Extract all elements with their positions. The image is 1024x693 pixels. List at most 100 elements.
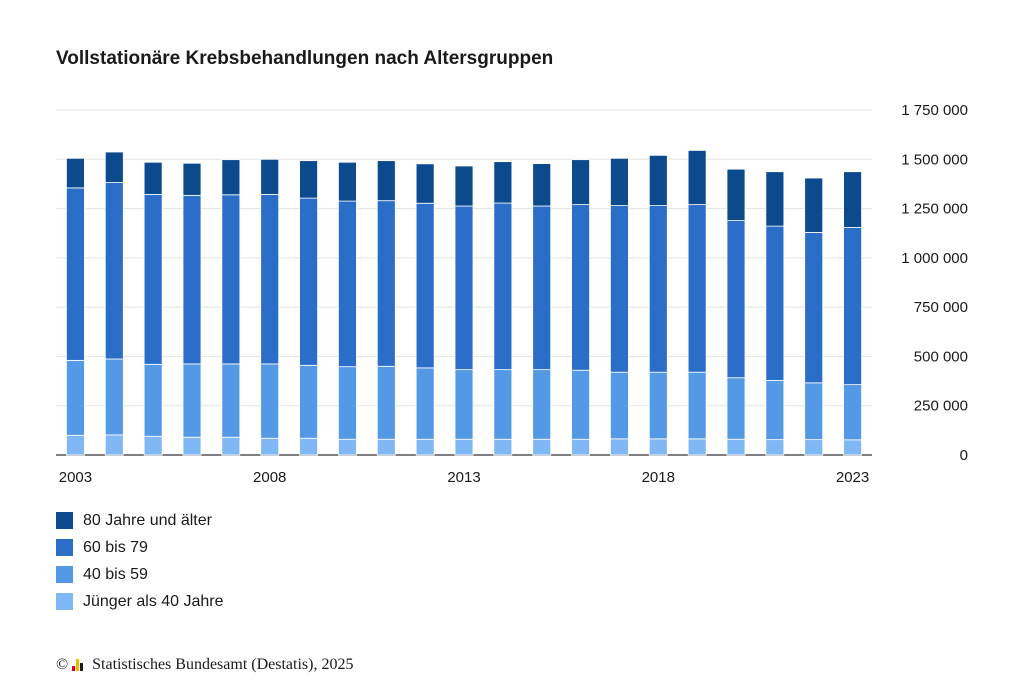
x-tick-label: 2003 (59, 469, 92, 486)
bar-segment (260, 437, 280, 456)
bar-segment (571, 204, 590, 371)
x-tick-label: 2023 (836, 469, 869, 486)
bar-segment (143, 161, 163, 195)
bar-segment (804, 177, 824, 233)
bar-segment (66, 157, 85, 189)
legend-item: 60 bis 79 (56, 534, 224, 561)
bar-segment (260, 363, 280, 439)
bar-segment (454, 205, 474, 371)
y-tick-label: 1 000 000 (901, 250, 968, 267)
copyright-symbol: © (56, 656, 69, 673)
bar-segment (66, 187, 85, 361)
bar-segment (66, 359, 85, 436)
y-axis-ticks: 0 250 000 500 000 750 000 1 000 000 1 250 000… (901, 102, 968, 464)
bar-segment (415, 202, 435, 369)
bar-segment (804, 232, 824, 384)
bar-segment (299, 364, 318, 439)
bar-segment (532, 369, 552, 440)
x-tick-label: 2013 (447, 469, 480, 486)
x-tick-label: 2008 (253, 469, 286, 486)
bar-segment (338, 200, 357, 368)
source-line: © Statistisches Bundesamt (Destatis), 20… (56, 656, 353, 674)
bar-segment (104, 358, 124, 436)
bar-segment (221, 159, 241, 196)
bar-segment (493, 202, 513, 371)
bar-segment (104, 151, 124, 183)
bar-segment (610, 157, 629, 207)
chart-title: Vollstationäre Krebsbehandlungen nach Al… (56, 48, 554, 69)
bar-segment (687, 438, 707, 456)
bar-segment (299, 197, 318, 366)
bar-segment (415, 367, 435, 440)
bar-segment (299, 437, 318, 456)
legend-item: Jünger als 40 Jahre (56, 588, 224, 615)
bar-segment (687, 150, 707, 206)
y-tick-label: 0 (960, 447, 968, 464)
bar-segment (726, 438, 746, 456)
bar-segment (104, 434, 124, 456)
bar-segment (143, 193, 163, 365)
bar-segment (687, 204, 707, 373)
bar-segment (415, 438, 435, 456)
bar-segment (260, 193, 280, 365)
bar-segment (843, 227, 862, 386)
bar-segment (687, 371, 707, 440)
legend-label: Jünger als 40 Jahre (83, 592, 224, 610)
bar-segment (454, 165, 474, 207)
legend-swatch (56, 512, 73, 529)
bar-segment (454, 369, 474, 440)
bar-segment (493, 438, 513, 456)
bar-segment (182, 162, 202, 196)
x-tick-label: 2018 (642, 469, 675, 486)
bar-segment (260, 158, 280, 195)
bar-segment (532, 163, 552, 207)
bar-segment (221, 194, 241, 365)
x-axis-ticks: 2003 2008 2013 2018 2023 (59, 469, 870, 486)
bar-segment (104, 182, 124, 360)
bar-segment (143, 435, 163, 456)
bar-segment (532, 438, 552, 456)
bar-segment (804, 382, 824, 441)
bar-segment (493, 161, 513, 204)
bar-segment (843, 384, 862, 441)
bar-segment (376, 200, 396, 367)
legend-item: 80 Jahre und älter (56, 507, 224, 534)
bar-segment (532, 205, 552, 371)
destatis-logo-icon (72, 659, 86, 671)
bar-segment (338, 161, 357, 202)
bar-segment (843, 171, 862, 228)
bar-segment (221, 363, 241, 438)
bar-segment (454, 438, 474, 456)
bar-segment (415, 163, 435, 204)
bar-segment (726, 220, 746, 379)
y-tick-label: 1 750 000 (901, 102, 968, 119)
bar-segment (376, 160, 396, 202)
bar-segment (299, 160, 318, 199)
bar-segment (376, 438, 396, 456)
bar-segment (182, 436, 202, 456)
bar-segment (765, 171, 785, 227)
legend: 80 Jahre und älter 60 bis 79 40 bis 59 Jüng… (56, 507, 224, 615)
bars (66, 150, 862, 456)
y-tick-label: 750 000 (914, 299, 968, 316)
bar-segment (376, 365, 396, 440)
bar-segment (221, 436, 241, 456)
legend-swatch (56, 593, 73, 610)
y-tick-label: 500 000 (914, 348, 968, 365)
legend-label: 60 bis 79 (83, 538, 148, 556)
legend-swatch (56, 566, 73, 583)
bar-segment (648, 371, 668, 440)
bar-segment (571, 369, 590, 440)
bar-segment (610, 205, 629, 373)
y-tick-label: 1 250 000 (901, 201, 968, 218)
bar-segment (648, 154, 668, 207)
bar-segment (610, 371, 629, 440)
legend-swatch (56, 539, 73, 556)
bar-segment (182, 363, 202, 438)
bar-segment (182, 194, 202, 365)
bar-segment (804, 439, 824, 456)
bar-segment (338, 366, 357, 440)
bar-segment (648, 205, 668, 373)
stacked-bar-chart: 0 250 000 500 000 750 000 1 000 000 1 250 000… (56, 102, 968, 486)
bar-segment (843, 439, 862, 456)
